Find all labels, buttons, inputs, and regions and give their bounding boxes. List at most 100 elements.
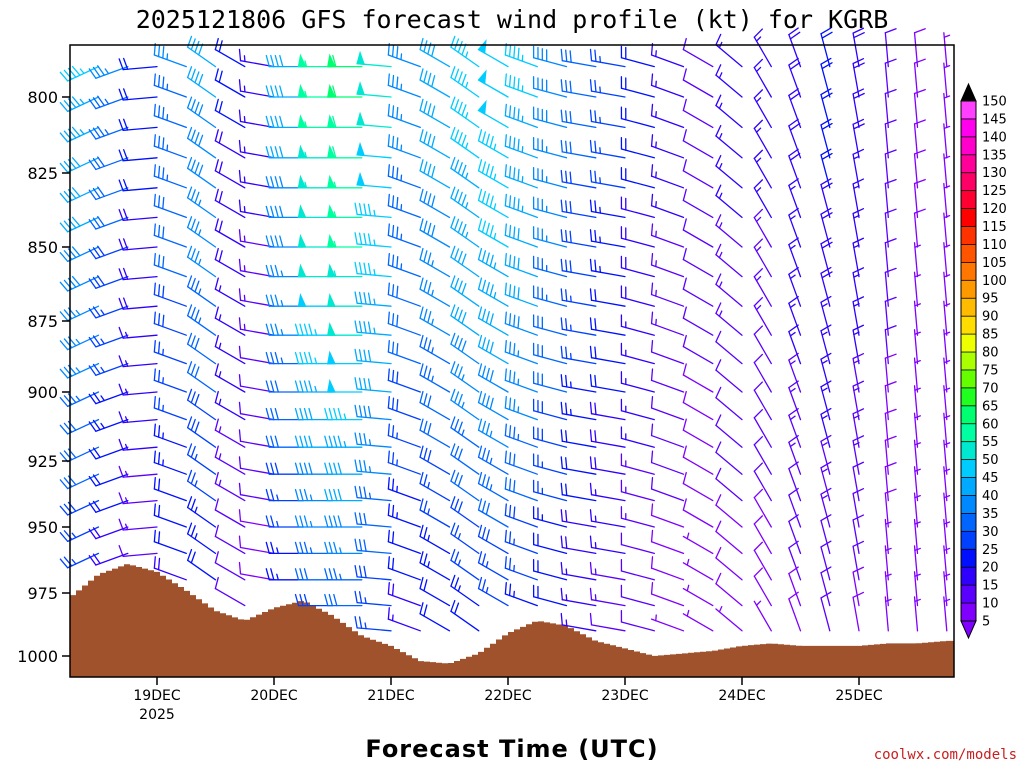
wind-barb (265, 462, 304, 475)
wind-barb (294, 541, 334, 555)
colorbar-segment (961, 316, 976, 335)
wind-barb (294, 515, 334, 528)
wind-barb (327, 174, 363, 189)
wind-barb (788, 540, 802, 581)
colorbar-top-arrow (960, 82, 977, 102)
wind-barb (650, 252, 685, 278)
colorbar-label: 105 (982, 256, 1007, 271)
wind-barb (354, 538, 392, 555)
wind-barb (186, 361, 217, 393)
wind-barb (943, 518, 951, 555)
wind-barb (532, 558, 568, 581)
wind-barb (477, 334, 509, 365)
wind-barb (682, 68, 714, 98)
wind-barb (214, 68, 246, 98)
colorbar-segment (961, 154, 976, 173)
wind-barb (294, 462, 334, 475)
wind-barb (297, 293, 334, 307)
wind-barb (419, 363, 451, 393)
colorbar-segment (961, 262, 976, 281)
wind-barb (118, 492, 158, 505)
wind-barb (560, 199, 597, 219)
wind-barb (753, 409, 772, 448)
x-tick-label: 20DEC (250, 688, 297, 704)
wind-barb (450, 245, 480, 278)
wind-barb (186, 443, 217, 475)
y-tick-label: 1000 (17, 647, 58, 666)
colorbar-label: 145 (982, 112, 1007, 127)
wind-barb (354, 202, 392, 219)
wind-barb (913, 357, 921, 393)
wind-barb (532, 426, 568, 448)
wind-barb (589, 229, 626, 248)
wind-barb (532, 136, 568, 159)
colorbar-label: 30 (982, 525, 999, 540)
wind-barb (560, 456, 597, 475)
wind-barb (419, 471, 451, 502)
wind-barb (788, 27, 802, 68)
wind-barb (682, 188, 714, 219)
wind-barb (650, 134, 685, 159)
wind-barb (682, 445, 714, 475)
wind-barb (943, 466, 951, 502)
y-tick-label: 825 (27, 164, 58, 183)
wind-barb (504, 134, 538, 159)
wind-barb (560, 139, 597, 159)
wind-barb (118, 267, 158, 281)
wind-barb (943, 212, 951, 248)
wind-barb (265, 380, 304, 393)
wind-barb (214, 129, 246, 159)
x-tick-label: 22DEC (484, 688, 531, 704)
wind-barb (59, 65, 100, 82)
y-tick-label: 975 (27, 584, 58, 603)
wind-barb (214, 471, 246, 502)
wind-barb (294, 351, 334, 365)
wind-barb (913, 492, 921, 528)
wind-barb (943, 123, 951, 159)
wind-barb (620, 532, 655, 555)
wind-barb (477, 129, 509, 159)
wind-barb (682, 277, 714, 307)
wind-barb (532, 584, 568, 607)
wind-barb (753, 462, 772, 502)
wind-barb (354, 320, 392, 336)
wind-barb (884, 462, 897, 502)
wind-barb (884, 353, 897, 393)
wind-barb (620, 558, 655, 581)
wind-barb (354, 348, 392, 365)
wind-barb (788, 296, 802, 336)
wind-barb (820, 178, 833, 219)
wind-barb (214, 159, 246, 189)
wind-barb (354, 291, 392, 307)
wind-barb (715, 94, 743, 129)
wind-barb (118, 208, 158, 222)
wind-barb (504, 529, 538, 555)
wind-barb (532, 342, 568, 365)
wind-barb (715, 414, 743, 448)
colorbar-label: 120 (982, 202, 1007, 217)
colorbar-segment (961, 405, 976, 424)
wind-barb (820, 487, 832, 528)
colorbar-segment (961, 352, 976, 370)
wind-barb (650, 73, 685, 98)
colorbar-segment (961, 172, 976, 191)
wind-barb (913, 58, 926, 98)
x-tick-label: 25DEC (835, 688, 882, 704)
wind-barb (327, 83, 363, 98)
wind-barb (532, 453, 568, 475)
wind-barb (265, 407, 304, 421)
wind-barb (753, 600, 772, 632)
wind-barb (214, 445, 246, 475)
wind-barb (820, 237, 833, 278)
wind-barb (265, 176, 304, 189)
colorbar-label: 70 (982, 381, 999, 396)
colorbar-segment (961, 298, 976, 317)
wind-barb (620, 76, 655, 98)
wind-barb (560, 429, 597, 448)
wind-barb (504, 581, 538, 607)
wind-barb (715, 467, 743, 502)
wind-barb (753, 208, 772, 248)
wind-barb (788, 514, 802, 555)
wind-barb (450, 469, 480, 502)
wind-barb (214, 418, 246, 448)
